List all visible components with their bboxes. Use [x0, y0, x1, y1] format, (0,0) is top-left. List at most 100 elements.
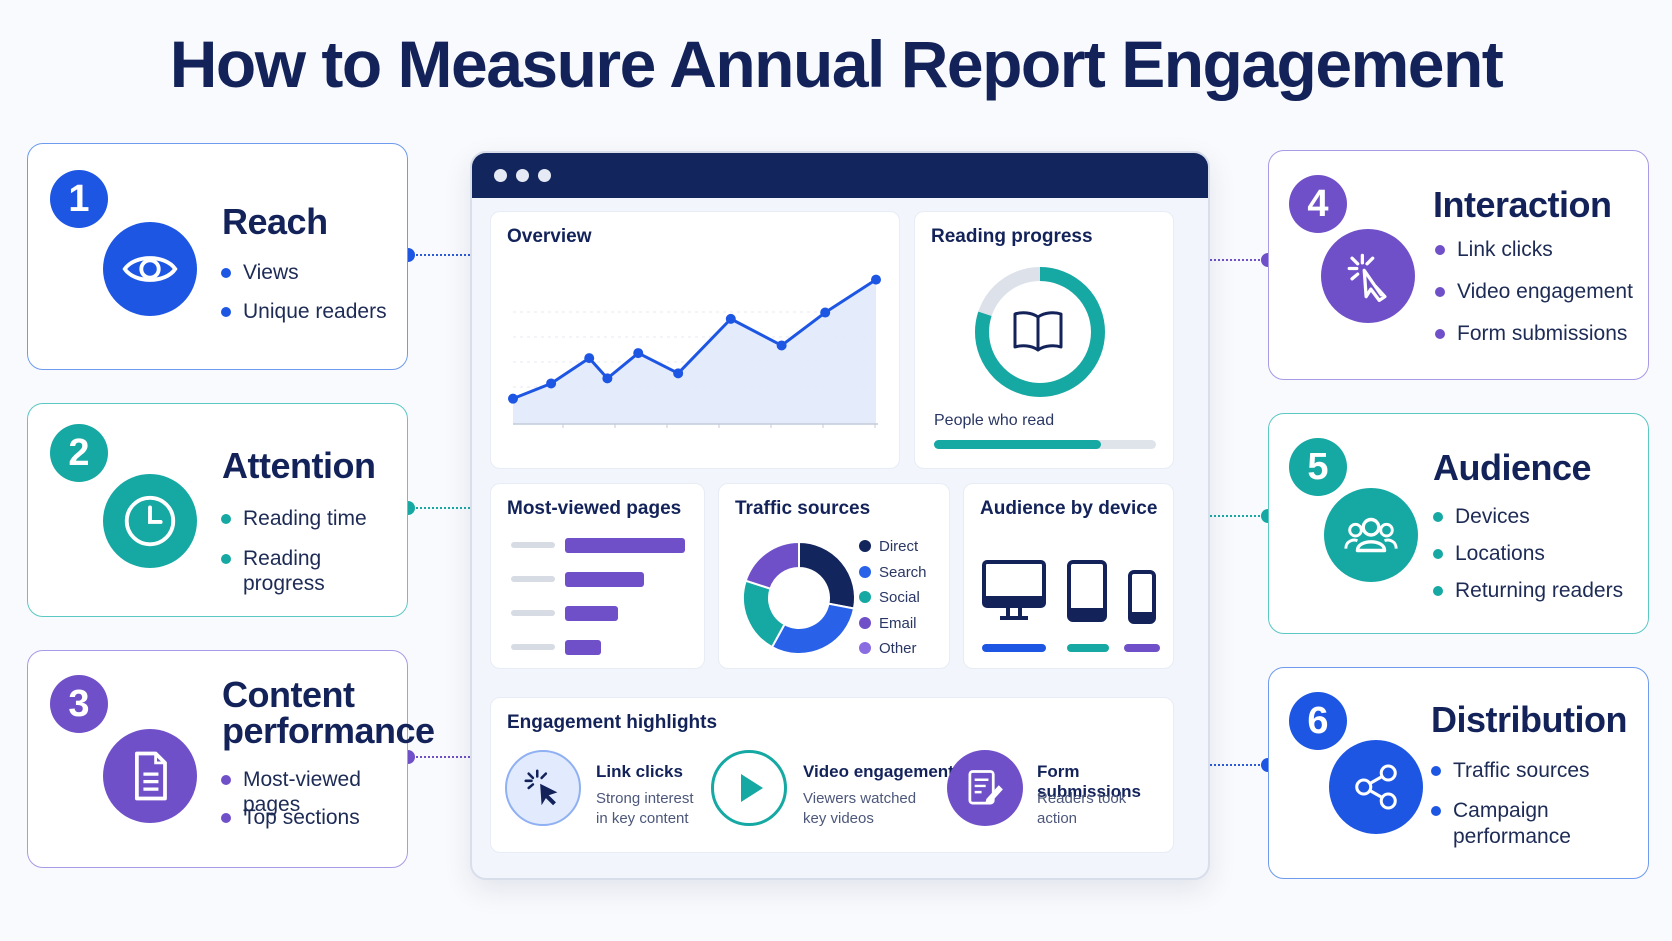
progress-label: People who read [934, 412, 1055, 429]
page-view-bar [565, 572, 645, 587]
bullet: Views [221, 260, 299, 285]
bullet: Video engagement [1435, 279, 1633, 304]
legend-swatch [859, 642, 871, 654]
device-bar-phone [1124, 644, 1160, 652]
data-point [871, 274, 881, 285]
legend-item: Search [859, 564, 927, 581]
data-point [584, 353, 595, 364]
card-attention: 2 Attention Reading time Reading progres… [27, 403, 408, 617]
overview-panel: Overview [490, 211, 900, 469]
legend-swatch [859, 565, 871, 578]
legend-item: Email [859, 615, 917, 632]
connector-attention [408, 507, 470, 509]
highlight-sub: Viewers watched [803, 790, 917, 807]
bullet: Form submissions [1435, 321, 1627, 346]
cursor-click-icon [505, 750, 581, 826]
card-title: Attention [222, 445, 376, 486]
document-icon [103, 729, 197, 823]
phone-icon [1128, 570, 1156, 629]
legend-swatch [859, 540, 871, 552]
desktop-icon [982, 560, 1046, 629]
device-bar-desktop [982, 644, 1046, 652]
data-point [776, 340, 787, 351]
page-label-placeholder [511, 542, 555, 548]
donut-slice [770, 602, 856, 655]
progress-track [934, 440, 1156, 449]
step-number: 4 [1289, 175, 1347, 233]
legend-item: Other [859, 640, 917, 657]
page-view-bar [565, 606, 618, 621]
legend-label: Other [879, 640, 917, 657]
legend-swatch [859, 616, 871, 629]
step-number: 5 [1289, 438, 1347, 496]
data-point [725, 313, 736, 324]
highlight-sub: key videos [803, 810, 874, 827]
panel-title: Most-viewed pages [507, 498, 682, 519]
bullet: Reading progress [221, 546, 407, 596]
highlight-sub: action [1037, 810, 1078, 827]
progress-fill [934, 440, 1101, 449]
donut-slice [798, 540, 856, 610]
bullet: Campaign [1431, 798, 1549, 823]
page-view-bar [565, 538, 685, 553]
data-point [673, 368, 684, 379]
card-distribution: 6 Distribution Traffic sources Campaign … [1268, 667, 1649, 879]
highlight-sub: Readers took [1037, 790, 1127, 807]
panel-title: Reading progress [931, 226, 1093, 247]
panel-title: Overview [507, 226, 592, 247]
dashboard-window: Overview Reading progress People who rea… [470, 151, 1210, 880]
bullet: Most-viewed pages [221, 767, 407, 817]
card-title: Distribution [1431, 699, 1627, 740]
bullet: Devices [1433, 504, 1530, 529]
data-point [602, 373, 613, 384]
legend-item: Direct [859, 538, 918, 555]
highlight-sub: in key content [596, 810, 689, 827]
highlight-title: Link clicks [596, 762, 683, 781]
panel-title: Audience by device [980, 498, 1158, 519]
card-title: Audience [1433, 447, 1592, 488]
connector-reach [408, 254, 470, 256]
panel-title: Engagement highlights [507, 712, 718, 733]
overview-line [512, 278, 877, 401]
page-label-placeholder [511, 610, 555, 616]
legend-label: Search [879, 563, 927, 581]
page-view-bar [565, 640, 601, 655]
tablet-icon [1067, 560, 1107, 629]
most-viewed-panel: Most-viewed pages [490, 483, 705, 669]
step-number: 6 [1289, 692, 1347, 750]
overview-chart [508, 274, 881, 428]
legend-label: Direct [879, 538, 919, 555]
bullet-continuation: performance [1453, 825, 1571, 848]
step-number: 2 [50, 424, 108, 482]
legend-label: Email [879, 614, 917, 632]
share-icon [1329, 740, 1423, 834]
card-audience: 5 Audience Devices Locations Returning r… [1268, 413, 1649, 634]
connector-audience [1210, 515, 1268, 517]
traffic-sources-panel: Traffic sources Direct Search Social Email O… [718, 483, 950, 669]
data-point [546, 378, 557, 389]
step-number: 3 [50, 675, 108, 733]
eye-icon [103, 222, 197, 316]
panel-title: Traffic sources [735, 498, 871, 519]
window-dot [494, 169, 507, 182]
highlight-title: Form submissions [1037, 762, 1141, 801]
legend-label: Social [879, 589, 920, 606]
bullet: Traffic sources [1431, 758, 1590, 783]
card-title: performance [222, 710, 435, 751]
donut-slice [742, 579, 786, 649]
highlight-title: Video engagement [803, 762, 954, 781]
window-dot [538, 169, 551, 182]
card-title: Reach [222, 201, 328, 242]
bullet: Unique readers [221, 299, 387, 324]
card-title: Interaction [1433, 184, 1612, 225]
engagement-highlights-panel: Engagement highlights Link clicks Strong… [490, 697, 1174, 853]
page-label-placeholder [511, 576, 555, 582]
bullet: Locations [1433, 541, 1545, 566]
users-icon [1324, 488, 1418, 582]
connector-content [408, 756, 470, 758]
data-point [633, 348, 644, 359]
clock-icon [103, 474, 197, 568]
bullet: Returning readers [1433, 578, 1623, 603]
card-title: Content [222, 674, 355, 715]
page-label-placeholder [511, 644, 555, 650]
